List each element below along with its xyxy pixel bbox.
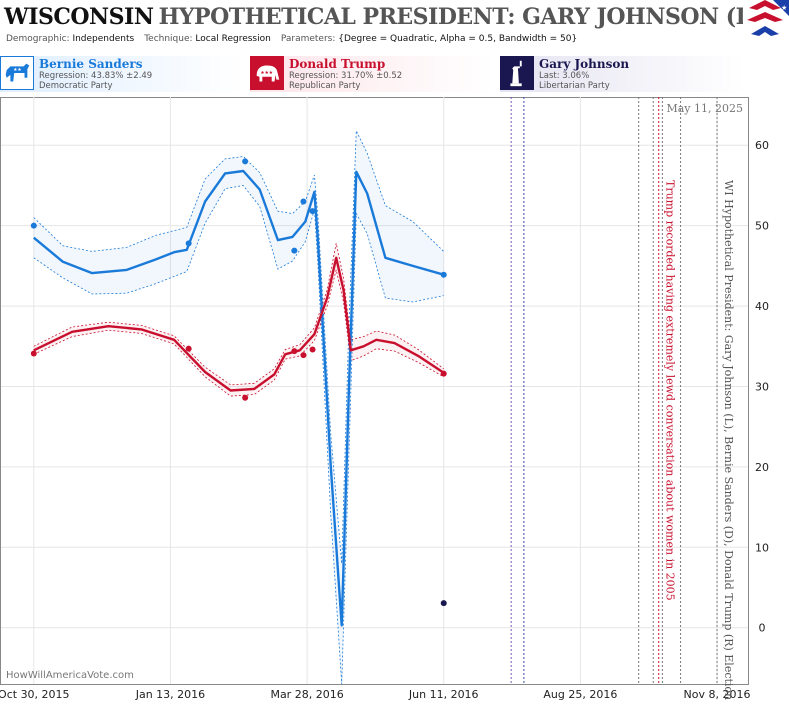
data-point xyxy=(309,208,316,215)
x-tick-label: Nov 8, 2016 xyxy=(684,688,751,701)
demographic-value: Independents xyxy=(72,34,135,44)
data-point xyxy=(185,240,192,247)
data-point xyxy=(242,394,249,401)
technique-value: Local Regression xyxy=(195,34,271,44)
candidate-card-johnson: Gary Johnson Last: 3.06% Libertarian Par… xyxy=(500,56,744,92)
polling-chart: 0 10 20 30 40 50 60 Oct 30, 2015 Jan 13, 2016 Ma… xyxy=(0,97,769,701)
candidate-name: Gary Johnson xyxy=(539,57,630,71)
confidence-band xyxy=(33,130,444,685)
data-point xyxy=(440,370,447,377)
svg-text:★★: ★★ xyxy=(13,67,21,73)
svg-text:★★★: ★★★ xyxy=(260,70,273,76)
data-point xyxy=(291,247,298,254)
trend-line xyxy=(33,169,445,627)
donkey-icon: ★★ xyxy=(0,56,34,90)
demographic-label: Demographic: xyxy=(6,34,70,44)
y-tick-label: 20 xyxy=(755,461,769,474)
candidate-name: Donald Trump xyxy=(289,57,386,71)
candidate-card-sanders: ★★ Bernie Sanders Regression: 43.83% ±2.… xyxy=(0,56,244,92)
y-tick-label: 50 xyxy=(755,220,769,233)
flag-icon: ★ xyxy=(743,0,789,44)
data-point xyxy=(30,222,37,229)
page-title: WISCONSIN HYPOTHETICAL PRESIDENT: GARY J… xyxy=(4,4,788,30)
x-tick-label: Mar 28, 2016 xyxy=(270,688,343,701)
x-tick-label: Jan 13, 2016 xyxy=(135,688,205,701)
trend-line xyxy=(33,256,445,392)
y-tick-label: 10 xyxy=(755,541,769,554)
candidate-stat: Regression: 31.70% ±0.52 xyxy=(289,71,403,81)
parameters-label: Parameters: xyxy=(280,34,336,44)
y-tick-label: 40 xyxy=(755,300,769,313)
candidate-party: Democratic Party xyxy=(39,81,113,91)
y-axis: 0 10 20 30 40 50 60 xyxy=(755,139,769,634)
data-point xyxy=(440,271,447,278)
title-state: WISCONSIN xyxy=(4,4,154,30)
trend-lines xyxy=(33,169,445,627)
data-point xyxy=(185,345,192,352)
candidate-stat: Last: 3.06% xyxy=(539,71,590,81)
x-tick-label: Aug 25, 2016 xyxy=(543,688,617,701)
chart-parameters: Demographic: Independents Technique: Loca… xyxy=(6,34,577,44)
annotations: Trump recorded having extremely lewd con… xyxy=(664,180,735,700)
candidate-card-trump: ★★★ Donald Trump Regression: 31.70% ±0.5… xyxy=(250,56,494,92)
watermark: HowWillAmericaVote.com xyxy=(6,670,134,681)
poll-points xyxy=(30,158,447,607)
event-lines xyxy=(510,97,718,684)
data-point xyxy=(309,346,316,353)
plot-frame xyxy=(0,97,749,685)
x-tick-label: Oct 30, 2015 xyxy=(0,688,70,701)
x-tick-label: Jun 11, 2016 xyxy=(408,688,479,701)
candidate-stat: Regression: 43.83% ±2.49 xyxy=(39,71,153,81)
x-axis: Oct 30, 2015 Jan 13, 2016 Mar 28, 2016 Jun … xyxy=(0,688,751,701)
y-tick-label: 0 xyxy=(759,622,766,635)
candidate-party: Libertarian Party xyxy=(539,81,610,91)
y-tick-label: 60 xyxy=(755,139,769,152)
data-point xyxy=(291,348,298,355)
y-tick-label: 30 xyxy=(755,380,769,393)
statue-of-liberty-icon xyxy=(500,56,534,90)
data-point xyxy=(30,350,37,357)
candidate-party: Republican Party xyxy=(289,81,361,91)
technique-label: Technique: xyxy=(144,34,193,44)
data-point xyxy=(300,352,307,359)
data-point xyxy=(300,198,307,205)
parameters-value: {Degree = Quadratic, Alpha = 0.5, Bandwi… xyxy=(338,34,578,44)
grid xyxy=(1,97,748,684)
event-annotation: WI Hypothetical President: Gary Johnson … xyxy=(722,180,735,700)
band-lower xyxy=(33,269,444,397)
candidate-name: Bernie Sanders xyxy=(39,57,143,71)
event-annotation: Trump recorded having extremely lewd con… xyxy=(664,180,677,601)
elephant-icon: ★★★ xyxy=(250,56,284,90)
data-point xyxy=(440,600,447,607)
data-point xyxy=(242,158,249,165)
svg-text:★: ★ xyxy=(781,4,787,12)
band-upper xyxy=(33,243,444,386)
band-lower xyxy=(33,185,444,685)
date-stamp: May 11, 2025 xyxy=(666,102,743,115)
title-text: HYPOTHETICAL PRESIDENT: GARY JOHNSON (L)… xyxy=(158,4,788,30)
